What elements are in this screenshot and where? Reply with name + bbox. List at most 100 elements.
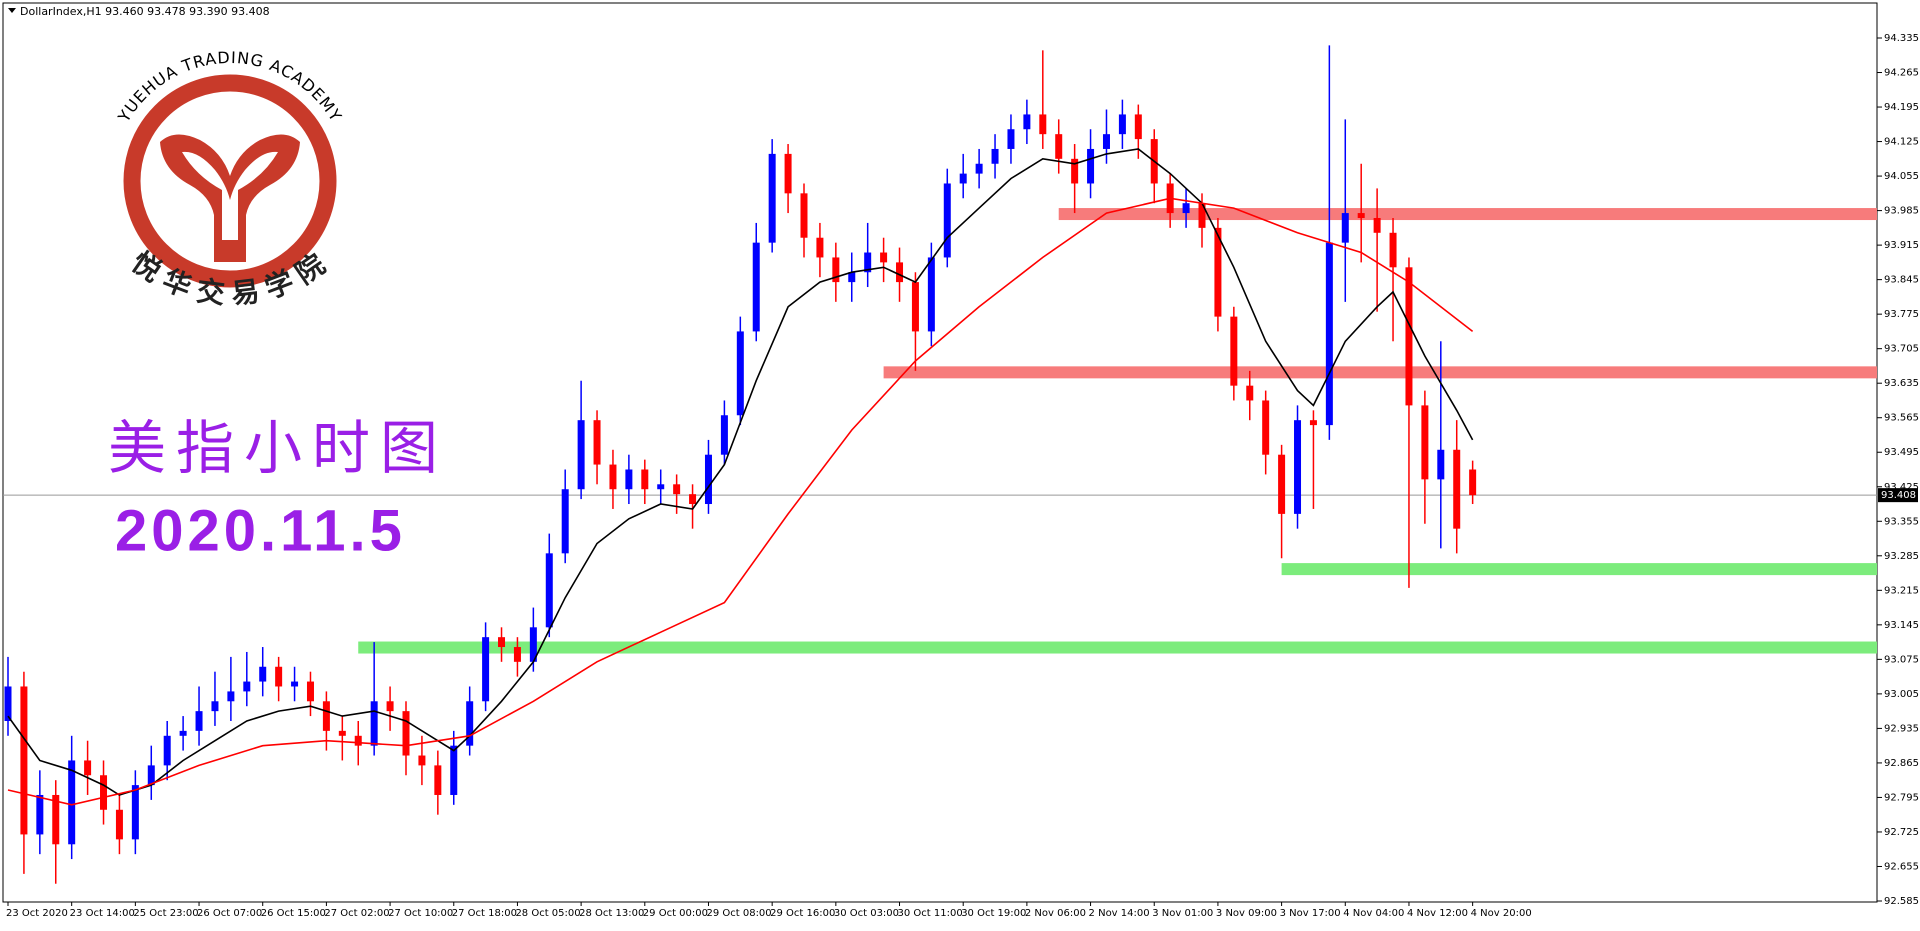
candle-body xyxy=(52,794,60,845)
candle-body xyxy=(100,775,108,810)
candle-body xyxy=(386,701,394,712)
candle-body xyxy=(752,242,760,332)
x-tick-label: 30 Oct 03:00 xyxy=(834,908,899,919)
y-tick-label: 93.565 xyxy=(1884,413,1919,424)
candle-body xyxy=(354,735,362,746)
candle-body xyxy=(720,415,728,455)
candle-body xyxy=(115,809,123,840)
y-tick-label: 92.585 xyxy=(1884,896,1919,907)
y-tick-label: 92.725 xyxy=(1884,827,1919,838)
candle-body xyxy=(896,262,904,283)
x-tick-label: 2 Nov 14:00 xyxy=(1089,908,1150,919)
candle-body xyxy=(1246,385,1254,401)
y-tick-label: 93.075 xyxy=(1884,654,1919,665)
candle-body xyxy=(36,794,44,835)
candle-body xyxy=(1118,114,1126,135)
x-tick-label: 23 Oct 2020 xyxy=(6,908,68,919)
candle-body xyxy=(1469,469,1477,496)
annotation-date: 2020.11.5 xyxy=(115,498,406,563)
x-tick-label: 26 Oct 15:00 xyxy=(261,908,326,919)
candle-body xyxy=(1055,134,1063,159)
chart-title: DollarIndex,H1 93.460 93.478 93.390 93.4… xyxy=(20,5,270,18)
candle-body xyxy=(195,711,203,731)
y-tick-label: 93.915 xyxy=(1884,240,1919,251)
x-tick-label: 3 Nov 17:00 xyxy=(1280,908,1341,919)
x-tick-label: 2 Nov 06:00 xyxy=(1025,908,1086,919)
candle-body xyxy=(975,163,983,174)
price-label: 93.408 xyxy=(1881,490,1916,501)
candle-body xyxy=(1087,148,1095,184)
x-tick-label: 29 Oct 00:00 xyxy=(643,908,708,919)
x-tick-label: 26 Oct 07:00 xyxy=(197,908,262,919)
y-tick-label: 92.655 xyxy=(1884,861,1919,872)
candle-body xyxy=(513,647,521,662)
candle-body xyxy=(1039,114,1047,135)
x-tick-label: 30 Oct 19:00 xyxy=(961,908,1026,919)
y-tick-label: 93.145 xyxy=(1884,620,1919,631)
candle-body xyxy=(1437,449,1445,480)
candle-body xyxy=(880,252,888,263)
menu-arrow xyxy=(8,8,16,13)
logo-ring xyxy=(123,74,337,288)
candle-body xyxy=(561,489,569,554)
candle-body xyxy=(1023,114,1031,130)
candle-body xyxy=(657,484,665,490)
candle-body xyxy=(593,420,601,465)
candle-body xyxy=(959,173,967,184)
candle-body xyxy=(291,681,299,687)
candle-body xyxy=(864,252,872,273)
candle-body xyxy=(1134,114,1142,140)
x-tick-label: 27 Oct 18:00 xyxy=(452,908,517,919)
candle-body xyxy=(131,785,139,840)
candle-body xyxy=(1007,129,1015,149)
candle-body xyxy=(84,760,92,776)
moving-average xyxy=(7,148,1474,796)
y-tick-label: 94.125 xyxy=(1884,137,1919,148)
candle-body xyxy=(848,272,856,283)
candle-body xyxy=(1071,158,1079,184)
candle-body xyxy=(800,193,808,238)
x-tick-label: 27 Oct 02:00 xyxy=(324,908,389,919)
candle-body xyxy=(927,257,935,332)
candle-body xyxy=(338,730,346,736)
candle-body xyxy=(1325,242,1333,426)
y-tick-label: 93.495 xyxy=(1884,447,1919,458)
candle-body xyxy=(641,469,649,490)
candle-body xyxy=(450,745,458,795)
candle-body xyxy=(498,637,506,648)
y-tick-label: 93.355 xyxy=(1884,516,1919,527)
candle-body xyxy=(434,765,442,795)
candle-body xyxy=(20,686,28,835)
x-tick-label: 3 Nov 01:00 xyxy=(1152,908,1213,919)
x-tick-label: 4 Nov 04:00 xyxy=(1343,908,1404,919)
y-tick-label: 92.935 xyxy=(1884,723,1919,734)
candle-body xyxy=(1214,227,1222,317)
level-zone xyxy=(883,366,1877,379)
x-tick-label: 25 Oct 23:00 xyxy=(133,908,198,919)
candle-body xyxy=(179,730,187,736)
candle-body xyxy=(466,701,474,746)
candle-body xyxy=(736,331,744,416)
candle-body xyxy=(147,765,155,786)
y-tick-label: 94.265 xyxy=(1884,68,1919,79)
candle-body xyxy=(577,420,585,490)
y-tick-label: 92.865 xyxy=(1884,758,1919,769)
moving-average xyxy=(7,197,1474,806)
logo-emblem xyxy=(160,134,300,262)
candle-body xyxy=(306,681,314,702)
candle-body xyxy=(163,735,171,766)
x-tick-label: 30 Oct 11:00 xyxy=(898,908,963,919)
x-tick-label: 23 Oct 14:00 xyxy=(70,908,135,919)
x-tick-label: 4 Nov 20:00 xyxy=(1471,908,1532,919)
annotation-title: 美指小时图 xyxy=(108,414,448,482)
level-zone xyxy=(358,641,1877,654)
candle-body xyxy=(943,183,951,258)
candle-body xyxy=(832,257,840,283)
candle-body xyxy=(322,701,330,731)
candle-body xyxy=(1230,316,1238,386)
y-tick-label: 93.635 xyxy=(1884,378,1919,389)
y-tick-label: 93.845 xyxy=(1884,275,1919,286)
candle-body xyxy=(1341,213,1349,243)
